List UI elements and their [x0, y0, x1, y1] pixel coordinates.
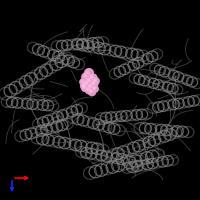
Circle shape [85, 86, 93, 94]
Circle shape [90, 90, 92, 92]
Circle shape [87, 78, 90, 81]
Circle shape [91, 76, 93, 78]
Circle shape [82, 73, 90, 81]
Circle shape [86, 70, 89, 73]
Circle shape [83, 80, 91, 88]
Circle shape [88, 88, 96, 96]
Circle shape [93, 87, 95, 89]
Circle shape [84, 81, 87, 84]
Circle shape [87, 83, 95, 91]
Circle shape [81, 80, 83, 82]
Circle shape [87, 88, 89, 90]
Circle shape [83, 86, 85, 88]
Circle shape [92, 86, 98, 92]
Circle shape [81, 83, 87, 89]
Circle shape [92, 82, 94, 84]
Circle shape [89, 74, 97, 82]
Circle shape [85, 69, 93, 77]
Circle shape [93, 78, 99, 84]
Circle shape [82, 84, 84, 86]
Circle shape [80, 79, 86, 85]
Circle shape [94, 79, 96, 81]
Circle shape [89, 85, 91, 87]
Circle shape [90, 80, 98, 88]
Circle shape [83, 74, 86, 77]
Circle shape [85, 76, 95, 86]
Circle shape [82, 85, 88, 91]
